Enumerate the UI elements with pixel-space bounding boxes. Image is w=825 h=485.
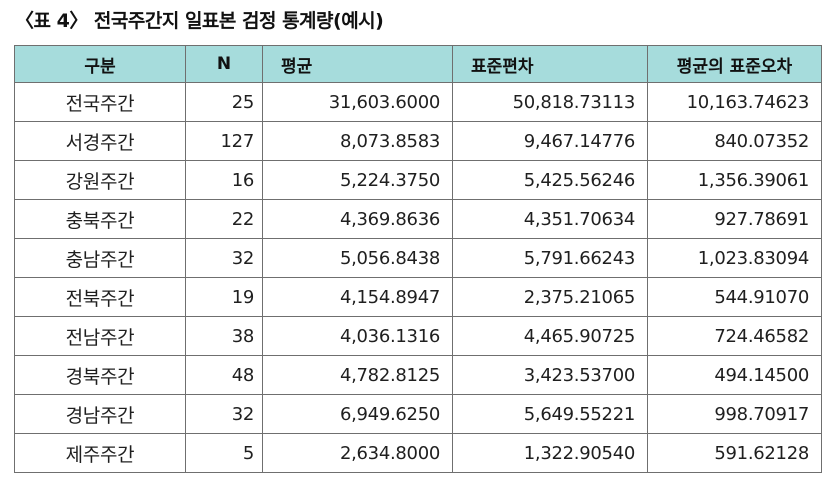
cell-region: 경북주간 xyxy=(14,355,186,395)
cell-se: 998.70917 xyxy=(647,394,822,434)
table-row: 경남주간 32 6,949.6250 5,649.55221 998.70917 xyxy=(14,394,822,434)
cell-region: 경남주간 xyxy=(14,394,186,434)
cell-se: 1,356.39061 xyxy=(647,160,822,200)
cell-region: 충북주간 xyxy=(14,199,186,239)
cell-n: 32 xyxy=(185,238,263,278)
cell-mean: 5,056.8438 xyxy=(262,238,453,278)
table-row: 제주주간 5 2,634.8000 1,322.90540 591.62128 xyxy=(14,433,822,473)
cell-n: 25 xyxy=(185,82,263,122)
cell-se: 724.46582 xyxy=(647,316,822,356)
cell-n: 48 xyxy=(185,355,263,395)
cell-se: 591.62128 xyxy=(647,433,822,473)
cell-mean: 6,949.6250 xyxy=(262,394,453,434)
cell-n: 32 xyxy=(185,394,263,434)
cell-se: 840.07352 xyxy=(647,121,822,161)
table-caption: 〈표 4〉 전국주간지 일표본 검정 통계량(예시) xyxy=(15,10,384,32)
table-row: 충남주간 32 5,056.8438 5,791.66243 1,023.83094 xyxy=(14,238,822,278)
table-row: 충북주간 22 4,369.8636 4,351.70634 927.78691 xyxy=(14,199,822,239)
table-row: 강원주간 16 5,224.3750 5,425.56246 1,356.39061 xyxy=(14,160,822,200)
cell-mean: 4,036.1316 xyxy=(262,316,453,356)
cell-mean: 31,603.6000 xyxy=(262,82,453,122)
cell-mean: 2,634.8000 xyxy=(262,433,453,473)
cell-region: 전남주간 xyxy=(14,316,186,356)
table-header-row: 구분 N 평균 표준편차 평균의 표준오차 xyxy=(14,45,822,83)
cell-n: 127 xyxy=(185,121,263,161)
cell-mean: 4,369.8636 xyxy=(262,199,453,239)
cell-se: 10,163.74623 xyxy=(647,82,822,122)
cell-sd: 4,351.70634 xyxy=(452,199,648,239)
header-se: 평균의 표준오차 xyxy=(647,45,822,83)
cell-mean: 4,782.8125 xyxy=(262,355,453,395)
cell-sd: 3,423.53700 xyxy=(452,355,648,395)
cell-n: 5 xyxy=(185,433,263,473)
cell-n: 22 xyxy=(185,199,263,239)
cell-sd: 1,322.90540 xyxy=(452,433,648,473)
cell-se: 927.78691 xyxy=(647,199,822,239)
cell-sd: 2,375.21065 xyxy=(452,277,648,317)
table-row: 전북주간 19 4,154.8947 2,375.21065 544.91070 xyxy=(14,277,822,317)
header-sd: 표준편차 xyxy=(452,45,648,83)
cell-region: 충남주간 xyxy=(14,238,186,278)
header-n: N xyxy=(185,45,263,83)
cell-sd: 5,791.66243 xyxy=(452,238,648,278)
cell-se: 494.14500 xyxy=(647,355,822,395)
cell-mean: 8,073.8583 xyxy=(262,121,453,161)
cell-mean: 5,224.3750 xyxy=(262,160,453,200)
cell-n: 19 xyxy=(185,277,263,317)
cell-sd: 4,465.90725 xyxy=(452,316,648,356)
table-row: 전남주간 38 4,036.1316 4,465.90725 724.46582 xyxy=(14,316,822,356)
cell-region: 전북주간 xyxy=(14,277,186,317)
cell-mean: 4,154.8947 xyxy=(262,277,453,317)
header-mean: 평균 xyxy=(262,45,453,83)
table-row: 전국주간 25 31,603.6000 50,818.73113 10,163.7462… xyxy=(14,82,822,122)
cell-sd: 9,467.14776 xyxy=(452,121,648,161)
cell-sd: 50,818.73113 xyxy=(452,82,648,122)
cell-n: 16 xyxy=(185,160,263,200)
cell-region: 제주주간 xyxy=(14,433,186,473)
table-row: 경북주간 48 4,782.8125 3,423.53700 494.14500 xyxy=(14,355,822,395)
cell-se: 1,023.83094 xyxy=(647,238,822,278)
cell-n: 38 xyxy=(185,316,263,356)
table-row: 서경주간 127 8,073.8583 9,467.14776 840.07352 xyxy=(14,121,822,161)
table-body: 전국주간 25 31,603.6000 50,818.73113 10,163.7462… xyxy=(14,82,822,473)
cell-region: 서경주간 xyxy=(14,121,186,161)
header-region: 구분 xyxy=(14,45,186,83)
cell-se: 544.91070 xyxy=(647,277,822,317)
cell-sd: 5,649.55221 xyxy=(452,394,648,434)
statistics-table: 구분 N 평균 표준편차 평균의 표준오차 전국주간 25 31,603.6000 5… xyxy=(14,45,822,473)
cell-region: 강원주간 xyxy=(14,160,186,200)
cell-region: 전국주간 xyxy=(14,82,186,122)
cell-sd: 5,425.56246 xyxy=(452,160,648,200)
